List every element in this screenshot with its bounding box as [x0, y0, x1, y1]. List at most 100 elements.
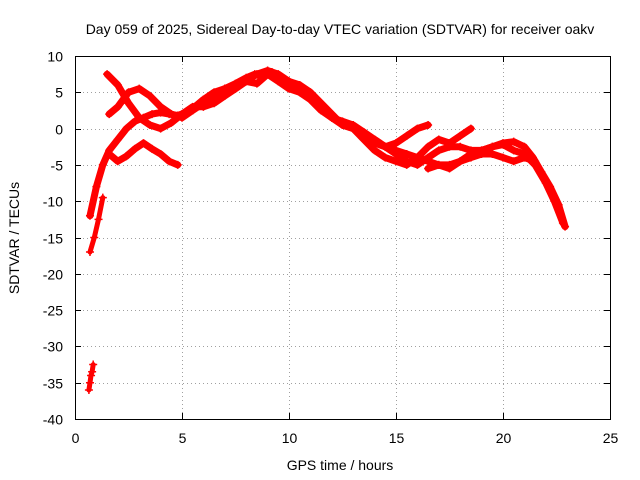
data-point — [413, 124, 422, 133]
data-point — [105, 146, 114, 155]
data-point — [402, 157, 411, 166]
data-point — [520, 142, 529, 151]
data-point — [98, 193, 107, 202]
data-point — [94, 215, 103, 224]
axis-ticks: 0 5 10 15 20 25 -40 -35 -30 -25 -20 -15 -10 -5 0 5 10 — [43, 49, 619, 447]
data-point — [338, 117, 347, 126]
data-point — [413, 153, 422, 162]
data-point — [105, 110, 114, 119]
series-track-g — [85, 193, 107, 257]
data-point — [87, 371, 96, 380]
data-point — [84, 385, 93, 394]
data-point — [402, 131, 411, 140]
y-tick-label: -10 — [43, 194, 63, 210]
data-point — [165, 157, 174, 166]
data-point — [413, 160, 422, 169]
data-point — [135, 113, 144, 122]
x-tick-label: 0 — [72, 430, 80, 446]
data-series — [84, 66, 570, 394]
data-point — [148, 144, 157, 153]
data-point — [124, 99, 133, 108]
data-point — [392, 139, 400, 148]
data-point — [285, 77, 293, 86]
data-point — [156, 124, 165, 133]
data-point — [509, 137, 518, 146]
data-point — [370, 146, 379, 155]
data-point — [306, 95, 315, 104]
data-point — [167, 110, 176, 119]
data-point — [402, 150, 411, 159]
data-point — [113, 102, 122, 111]
data-point — [85, 248, 94, 257]
data-point — [531, 160, 540, 169]
data-point — [509, 146, 518, 155]
data-point — [424, 120, 433, 129]
data-point — [88, 367, 97, 376]
data-point — [456, 142, 465, 151]
data-point — [349, 120, 358, 129]
data-point — [98, 160, 107, 169]
y-tick-label: -25 — [43, 303, 63, 319]
x-axis-label: GPS time / hours — [287, 457, 394, 473]
data-point — [113, 135, 122, 144]
data-point — [274, 77, 283, 86]
data-point — [145, 120, 154, 129]
series-trace — [87, 195, 106, 255]
data-point — [445, 164, 454, 173]
data-point — [434, 160, 443, 169]
data-point — [130, 144, 139, 153]
data-point — [424, 142, 433, 151]
data-point — [252, 70, 261, 79]
data-point — [210, 91, 219, 100]
data-point — [509, 157, 518, 166]
data-point — [156, 102, 165, 111]
data-point — [178, 113, 186, 122]
data-point — [103, 70, 112, 79]
data-point — [188, 106, 197, 115]
data-point — [122, 152, 131, 161]
data-point — [156, 150, 165, 159]
data-point — [92, 182, 101, 191]
data-point — [135, 84, 144, 93]
y-tick-label: -35 — [43, 376, 63, 392]
data-point — [434, 135, 443, 144]
data-point — [139, 139, 148, 148]
data-point — [122, 124, 131, 133]
data-point — [359, 135, 368, 144]
y-tick-label: 5 — [55, 85, 63, 101]
series-track-a — [105, 139, 182, 169]
data-point — [148, 110, 157, 119]
data-point — [220, 84, 229, 93]
x-tick-label: 10 — [282, 430, 298, 446]
data-point — [89, 360, 98, 369]
data-point — [220, 91, 229, 100]
data-point — [477, 146, 486, 155]
data-point — [466, 124, 475, 133]
data-point — [274, 70, 283, 79]
data-point — [327, 113, 336, 122]
data-point — [242, 77, 251, 86]
x-tick-label: 15 — [389, 430, 405, 446]
data-point — [456, 131, 465, 140]
data-point — [499, 140, 507, 149]
data-point — [488, 142, 497, 151]
data-point — [424, 164, 433, 173]
data-point — [295, 88, 304, 97]
chart-title: Day 059 of 2025, Sidereal Day-to-day VTE… — [86, 21, 595, 37]
data-point — [381, 153, 390, 162]
data-point — [317, 106, 326, 115]
data-point — [392, 157, 400, 166]
data-point — [173, 160, 182, 169]
series-trace — [424, 141, 567, 227]
y-tick-label: 0 — [55, 122, 63, 138]
data-point — [488, 150, 497, 159]
data-point — [231, 81, 240, 90]
y-tick-label: -30 — [43, 339, 63, 355]
data-point — [263, 70, 272, 79]
data-point — [434, 146, 443, 155]
data-point — [381, 142, 390, 151]
data-point — [210, 99, 219, 108]
data-point — [285, 84, 293, 93]
data-point — [550, 197, 559, 206]
